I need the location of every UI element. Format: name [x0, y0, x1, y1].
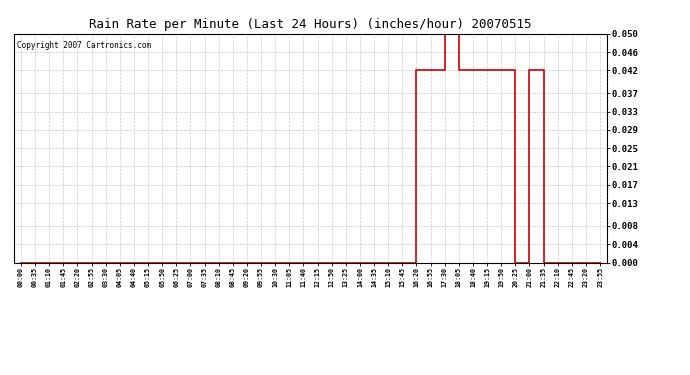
Text: Copyright 2007 Cartronics.com: Copyright 2007 Cartronics.com	[17, 40, 151, 50]
Title: Rain Rate per Minute (Last 24 Hours) (inches/hour) 20070515: Rain Rate per Minute (Last 24 Hours) (in…	[89, 18, 532, 31]
